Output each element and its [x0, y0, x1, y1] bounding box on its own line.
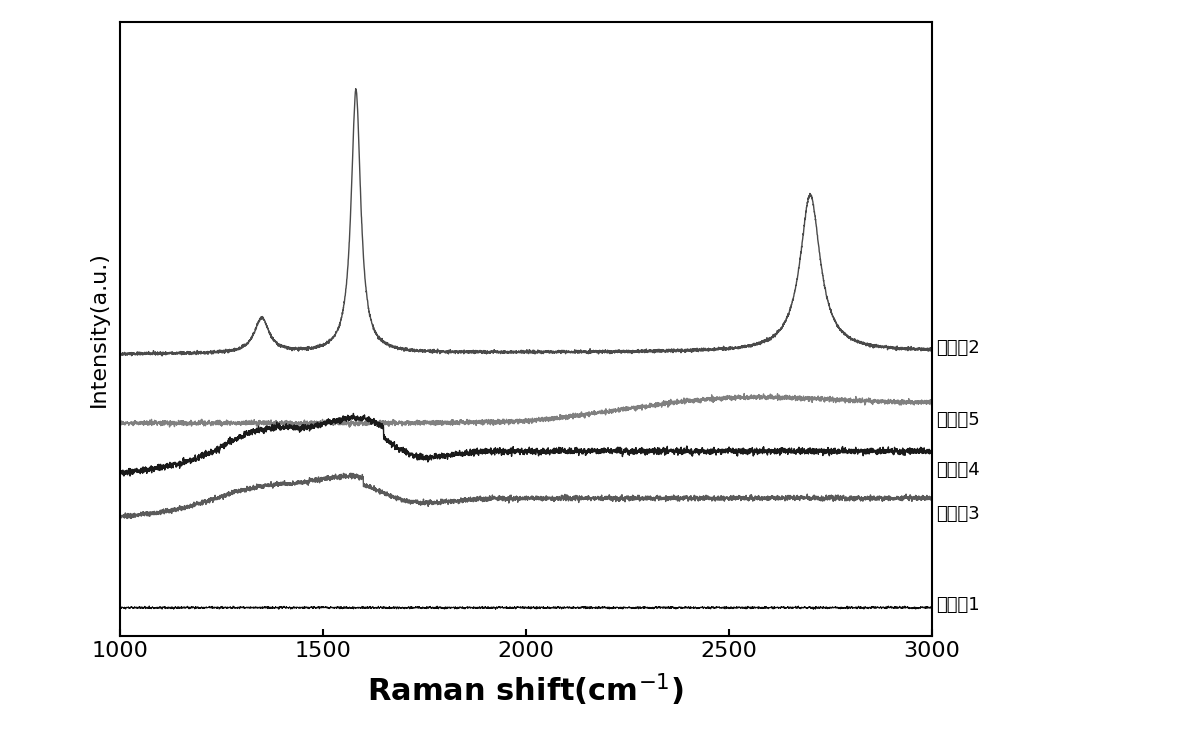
Text: 实施例2: 实施例2: [936, 339, 980, 357]
Y-axis label: Intensity(a.u.): Intensity(a.u.): [88, 251, 109, 407]
Text: 实施例3: 实施例3: [936, 505, 980, 523]
Text: 实施例4: 实施例4: [936, 461, 980, 479]
Text: 实施例5: 实施例5: [936, 411, 980, 429]
Text: 实施例1: 实施例1: [936, 595, 980, 613]
X-axis label: Raman shift(cm$^{-1}$): Raman shift(cm$^{-1}$): [367, 672, 685, 708]
